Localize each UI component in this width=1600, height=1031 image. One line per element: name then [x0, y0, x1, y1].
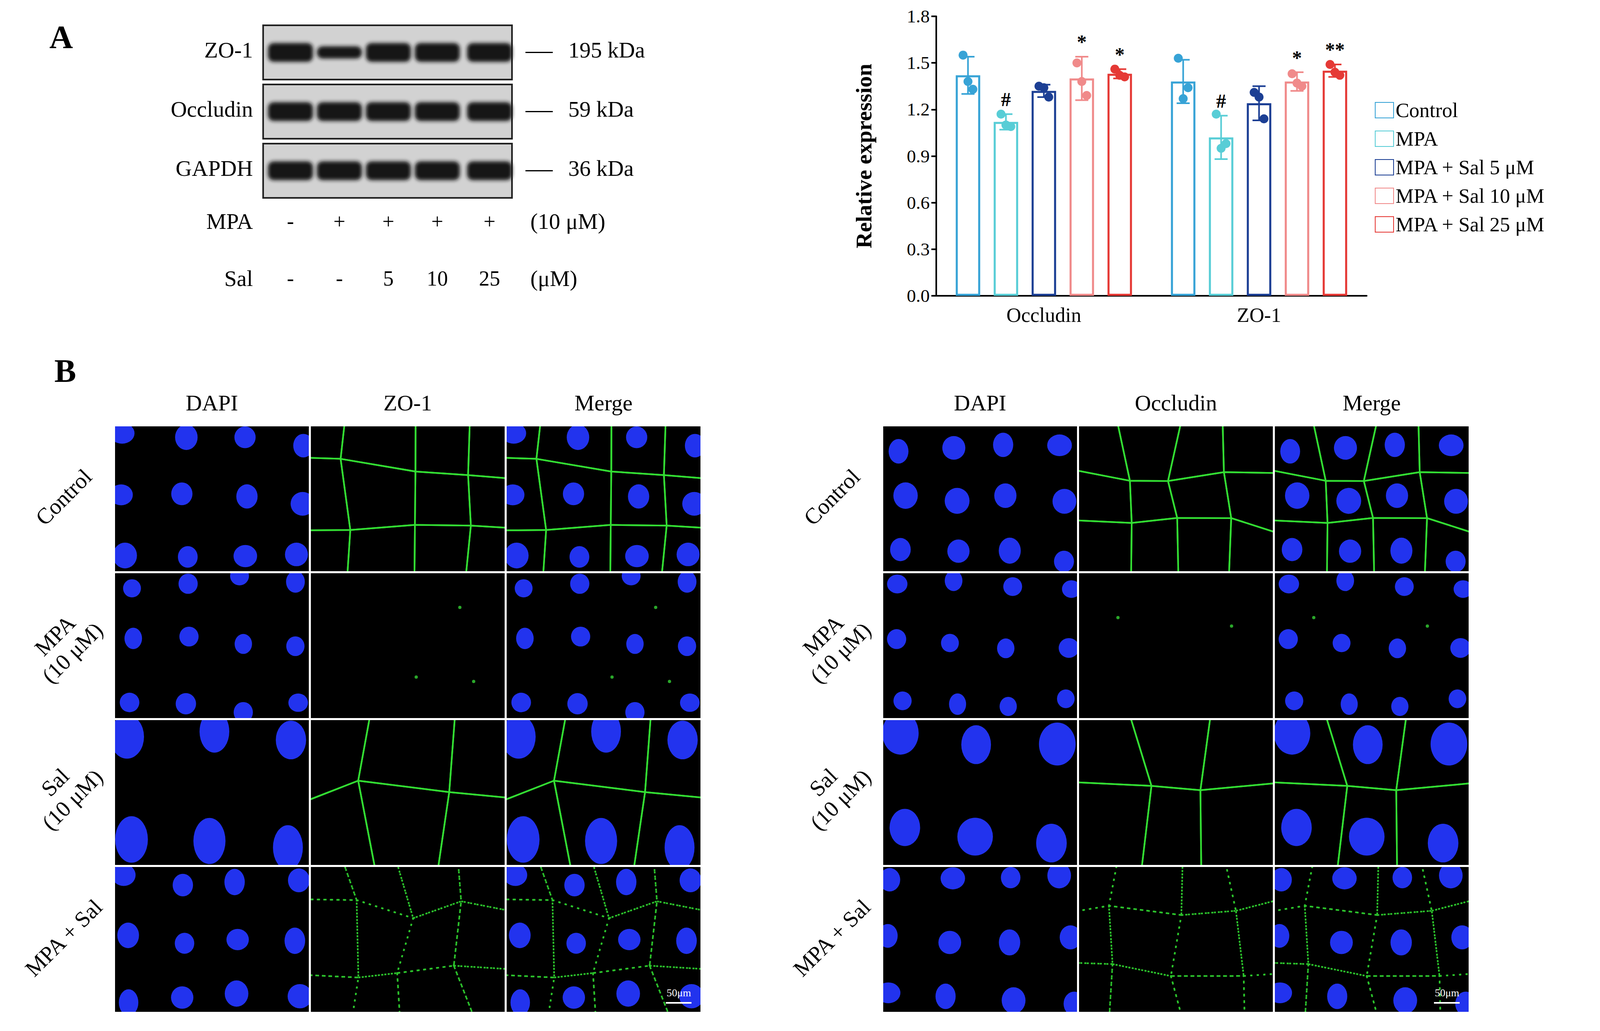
svg-text:50μm: 50μm [1434, 986, 1460, 999]
svg-text:Merge: Merge [1342, 390, 1401, 416]
svg-text:1.5: 1.5 [906, 52, 930, 74]
svg-text:0.3: 0.3 [906, 239, 930, 260]
svg-text:**: ** [1325, 38, 1345, 61]
svg-text:10: 10 [426, 266, 448, 291]
svg-text:Sal(10 μM): Sal(10 μM) [19, 746, 108, 836]
svg-text:Control: Control [798, 463, 865, 530]
svg-text:MPA + Sal: MPA + Sal [788, 894, 876, 982]
svg-text:ZO-1: ZO-1 [1236, 303, 1281, 327]
svg-text:(10 μM): (10 μM) [530, 208, 606, 234]
svg-text:Sal: Sal [224, 265, 253, 291]
svg-text:+: + [382, 209, 395, 233]
svg-text:#: # [1216, 90, 1226, 112]
svg-text:25: 25 [478, 266, 501, 291]
svg-text:+: + [483, 209, 496, 233]
svg-text:Control: Control [1395, 98, 1459, 122]
svg-text:Occludin: Occludin [170, 96, 253, 122]
svg-text:*: * [1291, 46, 1302, 69]
svg-text:B: B [54, 352, 76, 389]
svg-text:0.9: 0.9 [906, 146, 930, 167]
svg-text:MPA(10 μM): MPA(10 μM) [787, 600, 876, 689]
svg-text:59 kDa: 59 kDa [568, 96, 634, 122]
svg-text:Merge: Merge [574, 390, 633, 416]
svg-text:MPA: MPA [206, 208, 253, 234]
svg-text:MPA + Sal 25 μM: MPA + Sal 25 μM [1395, 212, 1545, 236]
svg-text:*: * [1077, 31, 1087, 53]
svg-text:+: + [333, 209, 346, 233]
svg-text:5: 5 [383, 266, 394, 291]
svg-text:MPA + Sal 10 μM: MPA + Sal 10 μM [1395, 184, 1545, 208]
svg-text:Control: Control [30, 463, 97, 530]
svg-text:GAPDH: GAPDH [175, 155, 253, 181]
svg-text:1.2: 1.2 [906, 99, 930, 120]
svg-text:*: * [1114, 43, 1125, 66]
svg-text:0.6: 0.6 [906, 192, 930, 213]
svg-text:MPA: MPA [1395, 127, 1439, 151]
svg-text:Relative expression: Relative expression [851, 63, 877, 249]
svg-text:Occludin: Occludin [1006, 303, 1082, 327]
svg-text:Occludin: Occludin [1134, 390, 1218, 416]
svg-text:36 kDa: 36 kDa [568, 155, 634, 181]
svg-text:DAPI: DAPI [185, 390, 238, 416]
svg-text:-: - [286, 266, 294, 291]
svg-text:Sal(10 μM): Sal(10 μM) [787, 746, 876, 836]
svg-text:(μM): (μM) [530, 265, 578, 291]
svg-text:A: A [49, 19, 74, 56]
svg-text:195 kDa: 195 kDa [568, 37, 645, 63]
svg-text:1.8: 1.8 [906, 6, 930, 27]
svg-text:MPA(10 μM): MPA(10 μM) [19, 600, 108, 689]
svg-text:MPA + Sal 5 μM: MPA + Sal 5 μM [1395, 155, 1534, 179]
svg-text:-: - [335, 266, 343, 291]
svg-text:MPA + Sal: MPA + Sal [19, 894, 107, 982]
svg-text:ZO-1: ZO-1 [383, 390, 433, 416]
svg-text:DAPI: DAPI [953, 390, 1007, 416]
svg-text:+: + [431, 209, 444, 233]
svg-text:0.0: 0.0 [906, 285, 930, 306]
svg-text:ZO-1: ZO-1 [204, 37, 253, 63]
svg-text:50μm: 50μm [666, 986, 692, 999]
svg-text:#: # [1001, 88, 1011, 111]
svg-text:-: - [286, 209, 294, 233]
